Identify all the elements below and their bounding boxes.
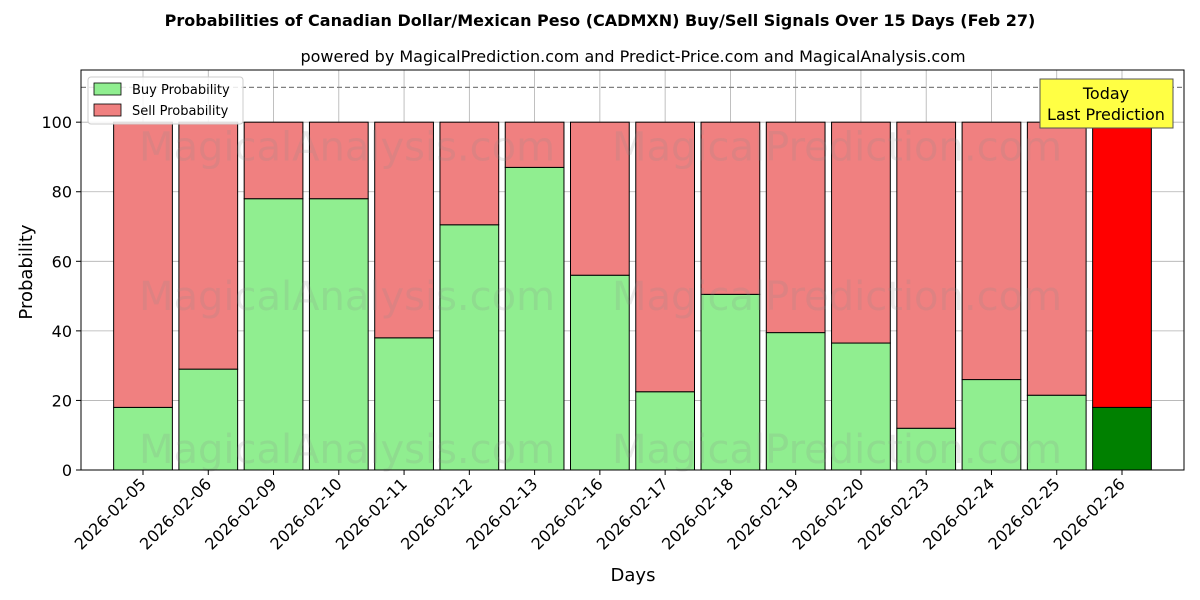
- sell-bar: [765, 121, 826, 334]
- sell-bar: [374, 121, 434, 339]
- annotation-line-1: Today: [1082, 84, 1129, 103]
- sell-bar: [243, 121, 304, 200]
- buy-bar: [896, 427, 957, 471]
- y-tick-label: 0: [62, 461, 72, 480]
- today-annotation: Today Last Prediction: [1039, 78, 1174, 129]
- y-tick-label: 100: [41, 113, 72, 132]
- sell-bar: [896, 121, 957, 429]
- sell-bar: [1092, 121, 1152, 408]
- legend: Buy Probability Sell Probability: [87, 76, 244, 125]
- buy-bar: [1092, 406, 1152, 471]
- sell-bar: [961, 121, 1022, 381]
- buy-bar: [504, 166, 565, 471]
- plot-frame: [80, 69, 1185, 471]
- y-tick-label: 20: [52, 391, 72, 410]
- buy-bar: [374, 337, 434, 471]
- watermark-text: MagicalAnalysis.com: [139, 427, 555, 473]
- sell-bar: [504, 121, 565, 168]
- x-axis-label: Days: [611, 565, 656, 586]
- bars: [113, 121, 1152, 471]
- watermark-text: MagicalAnalysis.com: [139, 274, 555, 320]
- legend-swatch-sell: [93, 103, 122, 117]
- sell-bar: [1026, 121, 1087, 396]
- legend-swatch-buy: [93, 82, 122, 96]
- sell-bar: [569, 121, 630, 276]
- watermark-text: MagicalPrediction.com: [612, 274, 1062, 320]
- legend-label-buy: Buy Probability: [132, 83, 230, 98]
- sell-bar: [700, 121, 761, 295]
- buy-bar: [635, 391, 696, 471]
- buy-bar: [765, 332, 826, 471]
- sell-bar: [113, 121, 173, 408]
- axes: [80, 69, 1185, 471]
- buy-bar: [569, 274, 630, 471]
- y-tick-label: 40: [52, 322, 72, 341]
- annotation-line-2: Last Prediction: [1047, 105, 1165, 124]
- y-axis-label: Probability: [16, 224, 37, 319]
- sell-bar: [831, 121, 891, 344]
- watermarks: MagicalAnalysis.com MagicalPrediction.com…: [139, 125, 1062, 474]
- watermark-text: MagicalAnalysis.com: [139, 125, 555, 171]
- legend-box: [87, 76, 244, 125]
- chart-title: Probabilities of Canadian Dollar/Mexican…: [165, 11, 1036, 30]
- buy-bar: [308, 198, 369, 471]
- buy-bar: [700, 293, 761, 471]
- legend-label-sell: Sell Probability: [132, 104, 229, 119]
- sell-bar: [439, 121, 500, 226]
- buy-bar: [243, 198, 304, 471]
- sell-bar: [308, 121, 369, 200]
- y-tick-label: 80: [52, 183, 72, 202]
- chart-subtitle: powered by MagicalPrediction.com and Pre…: [300, 47, 965, 66]
- watermark-text: MagicalPrediction.com: [612, 125, 1062, 171]
- buy-bar: [439, 224, 500, 471]
- y-tick-label: 60: [52, 252, 72, 271]
- sell-bar: [635, 121, 696, 393]
- buy-bar: [831, 342, 891, 471]
- annotation-box: [1039, 78, 1174, 129]
- buy-bar: [178, 368, 239, 471]
- watermark-text: MagicalPrediction.com: [612, 427, 1062, 473]
